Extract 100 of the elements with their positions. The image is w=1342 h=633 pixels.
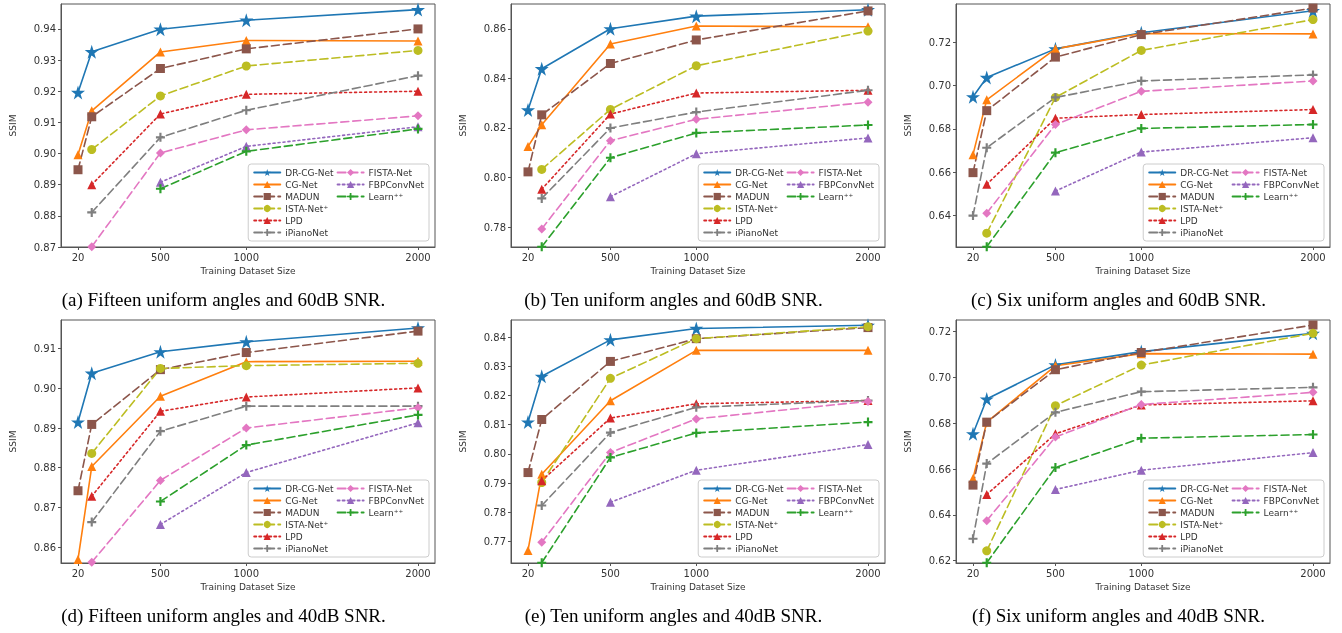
y-tick-label: 0.86 — [483, 23, 506, 35]
y-tick-label: 0.68 — [928, 123, 951, 135]
y-tick-label: 0.91 — [33, 116, 56, 128]
legend-label: ISTA-Net⁺ — [735, 519, 779, 530]
x-tick-label: 1000 — [683, 567, 710, 579]
x-axis-title: Training Dataset Size — [1094, 266, 1191, 277]
legend-label: DR-CG-Net — [1180, 167, 1230, 178]
text: (d) Fifteen uniform angles and 40dB SNR. — [61, 605, 386, 627]
y-tick-label: 0.88 — [33, 462, 56, 474]
legend-label: ISTA-Net⁺ — [285, 203, 329, 214]
y-tick-label: 0.64 — [928, 509, 951, 521]
x-tick-label: 1000 — [683, 251, 710, 263]
legend-label: DR-CG-Net — [285, 167, 335, 178]
y-tick-label: 0.78 — [483, 506, 506, 518]
legend-label: Learn⁺⁺ — [368, 191, 404, 202]
legend-label: FISTA-Net — [368, 483, 413, 494]
y-tick-label: 0.72 — [928, 36, 951, 48]
legend-label: FBPConvNet — [818, 495, 875, 506]
text: (e) Ten uniform angles and 40dB SNR. — [524, 605, 823, 627]
legend-label: ISTA-Net⁺ — [1180, 519, 1224, 530]
x-axis-title: Training Dataset Size — [199, 266, 296, 277]
legend-label: CG-Net — [1180, 179, 1214, 190]
x-axis-title: Training Dataset Size — [649, 582, 746, 593]
y-tick-label: 0.91 — [33, 343, 56, 355]
x-tick-label: 500 — [1045, 251, 1065, 263]
legend-label: LPD — [1180, 531, 1198, 542]
legend-label: CG-Net — [735, 179, 769, 190]
legend-label: Learn⁺⁺ — [1263, 191, 1299, 202]
legend-label: MADUN — [1180, 191, 1215, 202]
y-tick-label: 0.68 — [928, 417, 951, 429]
y-tick-label: 0.72 — [928, 326, 951, 338]
legend-label: iPianoNet — [1180, 543, 1224, 554]
legend-label: FBPConvNet — [368, 495, 425, 506]
legend-label: iPianoNet — [1180, 227, 1224, 238]
x-tick-label: 500 — [150, 567, 170, 579]
x-tick-label: 1000 — [233, 567, 260, 579]
x-tick-label: 1000 — [1128, 567, 1155, 579]
y-tick-label: 0.83 — [483, 360, 506, 372]
text: (a) Fifteen uniform angles and 60dB SNR. — [61, 289, 386, 311]
legend-label: Learn⁺⁺ — [368, 507, 404, 518]
x-axis-title: Training Dataset Size — [1094, 582, 1191, 593]
text: (c) Six uniform angles and 60dB SNR. — [970, 289, 1267, 311]
x-tick-label: 2000 — [405, 567, 431, 579]
legend-label: FISTA-Net — [818, 483, 863, 494]
x-tick-label: 1000 — [233, 251, 260, 263]
y-tick-label: 0.89 — [33, 179, 56, 191]
legend-label: MADUN — [285, 507, 320, 518]
legend-label: MADUN — [735, 191, 770, 202]
x-axis-title: Training Dataset Size — [649, 266, 746, 277]
y-tick-label: 0.79 — [483, 477, 506, 489]
x-tick-label: 20 — [521, 567, 535, 579]
y-tick-label: 0.87 — [33, 501, 56, 513]
y-tick-label: 0.82 — [483, 390, 506, 402]
legend-label: FISTA-Net — [368, 167, 413, 178]
x-tick-label: 500 — [1045, 567, 1065, 579]
text: (f) Six uniform angles and 40dB SNR. — [972, 605, 1265, 627]
y-tick-label: 0.94 — [33, 23, 56, 35]
legend-label: iPianoNet — [285, 227, 329, 238]
y-tick-label: 0.82 — [483, 122, 506, 134]
y-tick-label: 0.66 — [928, 166, 951, 178]
y-tick-label: 0.66 — [928, 463, 951, 475]
legend-label: FBPConvNet — [368, 179, 425, 190]
legend-label: iPianoNet — [285, 543, 329, 554]
legend-label: LPD — [285, 215, 303, 226]
legend-label: ISTA-Net⁺ — [1180, 203, 1224, 214]
legend-label: FISTA-Net — [1263, 483, 1308, 494]
legend-label: DR-CG-Net — [1180, 483, 1230, 494]
legend-label: Learn⁺⁺ — [818, 191, 854, 202]
x-tick-label: 20 — [966, 251, 980, 263]
y-axis-title: SSIM — [7, 430, 18, 453]
legend-label: LPD — [735, 531, 753, 542]
legend-label: ISTA-Net⁺ — [735, 203, 779, 214]
legend-label: DR-CG-Net — [735, 483, 785, 494]
legend-label: CG-Net — [735, 495, 769, 506]
y-tick-label: 0.78 — [483, 221, 506, 233]
x-tick-label: 20 — [966, 567, 980, 579]
x-tick-label: 20 — [521, 251, 535, 263]
y-tick-label: 0.93 — [33, 54, 56, 66]
legend-label: MADUN — [1180, 507, 1215, 518]
legend-label: ISTA-Net⁺ — [285, 519, 329, 530]
y-tick-label: 0.84 — [483, 331, 506, 343]
y-tick-label: 0.84 — [483, 72, 506, 84]
x-tick-label: 500 — [150, 251, 170, 263]
legend-label: CG-Net — [285, 179, 319, 190]
legend-label: DR-CG-Net — [735, 167, 785, 178]
y-tick-label: 0.70 — [928, 371, 951, 383]
legend-label: LPD — [1180, 215, 1198, 226]
x-axis-title: Training Dataset Size — [199, 582, 296, 593]
legend-label: CG-Net — [285, 495, 319, 506]
x-tick-label: 20 — [71, 567, 85, 579]
y-axis-title: SSIM — [902, 114, 913, 137]
legend-label: FBPConvNet — [1263, 179, 1320, 190]
y-tick-label: 0.88 — [33, 210, 56, 222]
x-tick-label: 2000 — [1300, 567, 1326, 579]
y-tick-label: 0.62 — [928, 555, 951, 567]
legend-label: LPD — [735, 215, 753, 226]
y-tick-label: 0.77 — [483, 535, 506, 547]
y-tick-label: 0.81 — [483, 419, 506, 431]
legend-label: CG-Net — [1180, 495, 1214, 506]
x-tick-label: 500 — [600, 567, 620, 579]
